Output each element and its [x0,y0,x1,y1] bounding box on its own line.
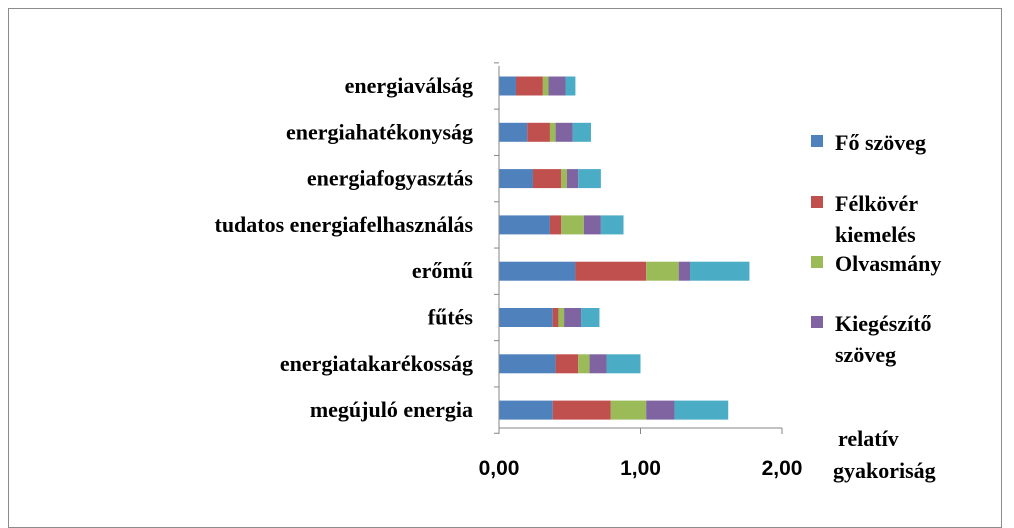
bar-segment [499,261,576,281]
legend-label: Olvasmány [835,251,941,276]
x-axis-title: relatív gyakoriság [833,426,936,483]
category-label: erőmű [412,258,473,283]
bar-segment [678,261,691,281]
bar-segment [561,215,584,235]
category-label: energiahatékonyság [286,119,473,144]
bar-segment [499,169,533,189]
bar-segment [549,215,562,235]
category-label: megújuló energia [310,397,473,422]
bar-segment [499,122,528,142]
bar-segment [561,169,567,189]
bar-segment [646,261,679,281]
category-label: energiatakarékosság [280,351,473,376]
bar-segment [515,76,543,96]
bar-segment [499,400,553,420]
bar-segment [575,261,647,281]
category-label: energiaválság [345,73,473,98]
legend-swatch [811,256,823,268]
bar-segment [499,215,550,235]
bar-segment [565,76,576,96]
bar-segment [578,354,590,374]
x-axis-title-line: relatív [838,426,899,451]
bar-segment [690,261,750,281]
bar-segment [548,76,566,96]
legend-label: szöveg [835,342,896,367]
x-tick-label: 2,00 [762,457,803,480]
legend-label: Kiegészítő [835,311,932,336]
bar-segment [558,308,565,327]
bar-segment [572,122,591,142]
x-axis-title-line: gyakoriság [833,458,936,483]
bar-segment [552,400,611,420]
bar-segment [583,215,601,235]
legend-label: Félkövér [835,191,918,216]
bar-segment [532,169,562,189]
bar-segment [589,354,607,374]
axes [494,62,783,434]
stacked-bar-chart: energiaválság energiahatékonyság energiafo… [215,62,941,483]
bar-segment [581,308,600,327]
bar-segment [499,76,516,96]
category-label: fűtés [428,305,474,330]
bar-segment [674,400,729,420]
bar-segment [555,354,579,374]
legend-label: kiemelés [835,222,916,247]
category-label: energiafogyasztás [307,166,474,191]
x-tick-labels: 0,00 1,00 2,00 [479,457,803,480]
bar-segment [578,169,601,189]
bar-segment [542,76,549,96]
bars [499,76,750,420]
bar-segment [527,122,550,142]
category-labels: energiaválság energiahatékonyság energiafo… [215,73,474,422]
bar-segment [499,354,556,374]
legend-label: Fő szöveg [835,130,926,155]
bar-segment [606,354,641,374]
legend: Fő szöveg Félkövér kiemelés Olvasmány Kiegés… [811,130,941,367]
bar-segment [610,400,647,420]
bar-segment [600,215,624,235]
legend-swatch [811,196,823,208]
bar-segment [552,308,559,327]
x-tick-label: 1,00 [620,457,661,480]
legend-swatch [811,316,823,328]
bar-segment [499,308,553,327]
bar-segment [564,308,582,327]
bar-segment [566,169,579,189]
bar-segment [555,122,573,142]
legend-swatch [811,135,823,147]
bar-segment [549,122,556,142]
category-label: tudatos energiafelhasználás [215,212,474,237]
x-tick-label: 0,00 [479,457,520,480]
bar-segment [646,400,675,420]
